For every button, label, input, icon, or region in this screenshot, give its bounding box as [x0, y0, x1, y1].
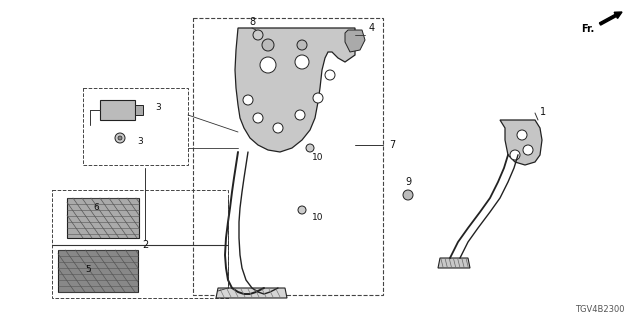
Circle shape — [253, 30, 263, 40]
Circle shape — [295, 55, 309, 69]
Circle shape — [260, 57, 276, 73]
Circle shape — [295, 110, 305, 120]
Circle shape — [118, 136, 122, 140]
Text: 6: 6 — [93, 204, 99, 212]
Text: 3: 3 — [155, 103, 161, 113]
Circle shape — [253, 113, 263, 123]
Text: Fr.: Fr. — [580, 24, 594, 34]
Text: 7: 7 — [389, 140, 395, 150]
Bar — [83, 88, 188, 165]
Circle shape — [115, 133, 125, 143]
Circle shape — [273, 123, 283, 133]
Circle shape — [243, 95, 253, 105]
Text: 5: 5 — [85, 266, 91, 275]
Polygon shape — [235, 28, 355, 152]
Circle shape — [306, 144, 314, 152]
Polygon shape — [345, 30, 365, 52]
Text: 8: 8 — [249, 17, 255, 27]
FancyArrow shape — [600, 12, 622, 25]
Text: 4: 4 — [369, 23, 375, 33]
Bar — [52, 190, 228, 298]
Bar — [67, 198, 139, 238]
Polygon shape — [438, 258, 470, 268]
Circle shape — [262, 39, 274, 51]
Circle shape — [313, 93, 323, 103]
Circle shape — [403, 190, 413, 200]
Circle shape — [510, 150, 520, 160]
Circle shape — [297, 40, 307, 50]
Circle shape — [517, 130, 527, 140]
Text: 3: 3 — [137, 138, 143, 147]
Circle shape — [523, 145, 533, 155]
Circle shape — [298, 206, 306, 214]
Text: 10: 10 — [312, 154, 324, 163]
Polygon shape — [216, 288, 287, 298]
Text: 2: 2 — [142, 240, 148, 250]
Bar — [193, 18, 383, 295]
Bar — [58, 250, 138, 292]
Text: 10: 10 — [312, 213, 324, 222]
Circle shape — [325, 70, 335, 80]
Text: 1: 1 — [540, 107, 546, 117]
Bar — [135, 105, 143, 115]
Text: TGV4B2300: TGV4B2300 — [575, 306, 625, 315]
Polygon shape — [500, 120, 542, 165]
Text: 9: 9 — [405, 177, 411, 187]
Bar — [100, 100, 135, 120]
